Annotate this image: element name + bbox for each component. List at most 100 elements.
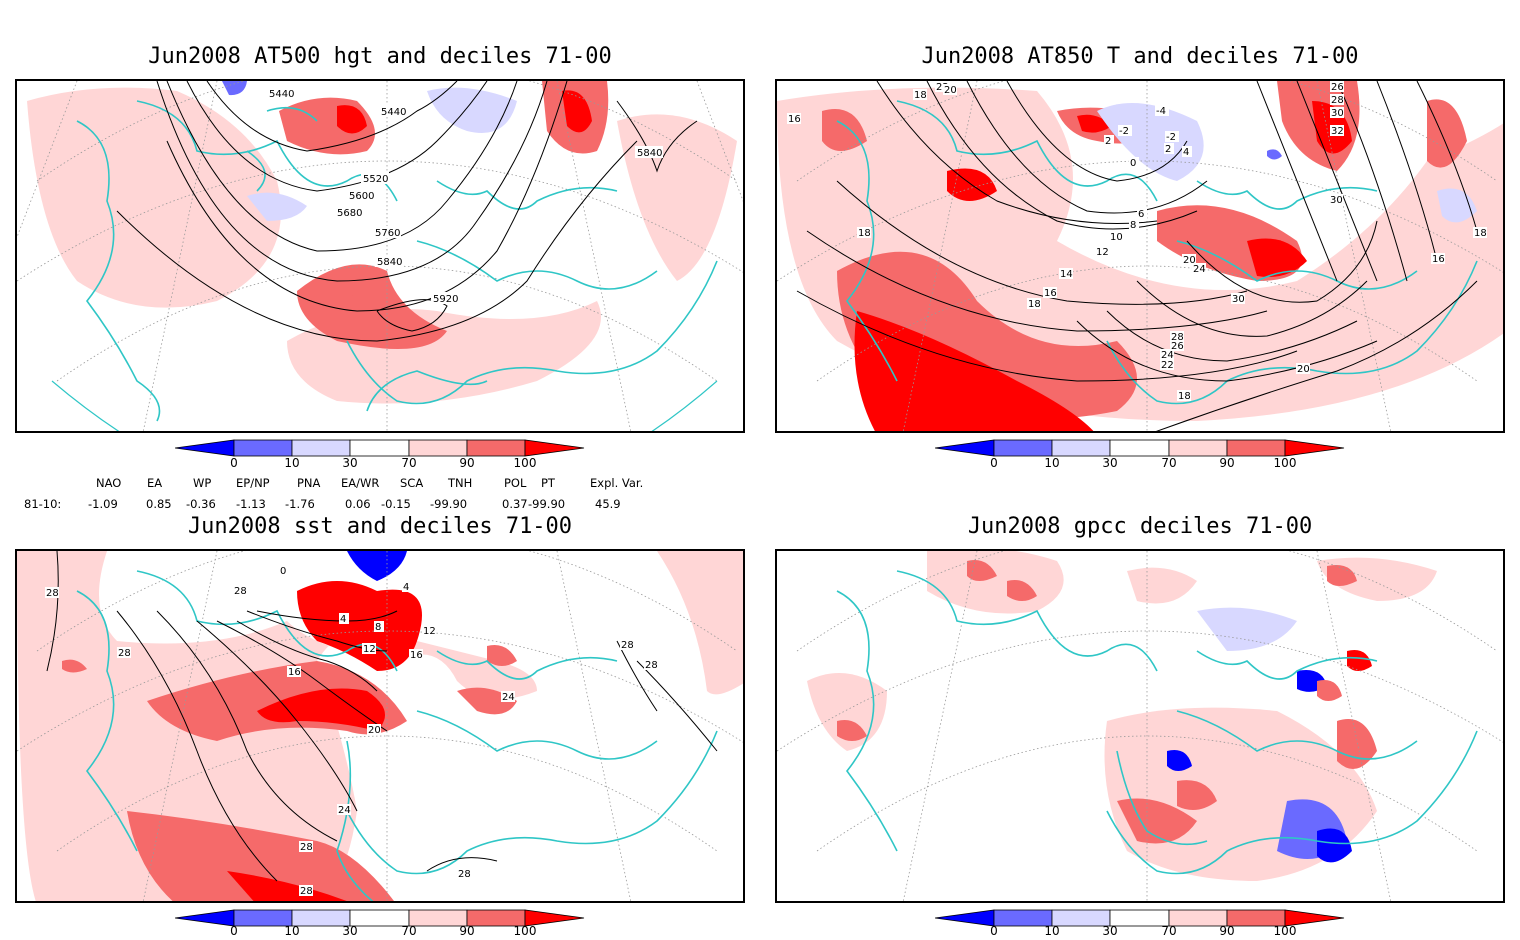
contour-label: 24 — [1193, 264, 1206, 275]
contour-label: 12 — [1096, 247, 1109, 258]
contour-label: -2 — [1119, 126, 1129, 137]
panel-title-gpcc: Jun2008 gpcc deciles 71-00 — [967, 514, 1313, 539]
colorbar-swatches — [174, 439, 585, 457]
contour-label: 28 — [621, 640, 634, 651]
index-row-label: 81-10: — [24, 497, 62, 511]
index-value: -1.09 — [88, 497, 118, 511]
contour-label: 28 — [458, 869, 471, 880]
contour-label: 30 — [1330, 195, 1343, 206]
contour-label: 18 — [1178, 391, 1191, 402]
contour-label: 8 — [375, 622, 381, 633]
index-header: PNA — [297, 476, 321, 490]
anomaly-region — [562, 90, 592, 133]
index-header: SCA — [400, 476, 424, 490]
anomaly-region — [62, 659, 87, 673]
contour-label: 28 — [234, 586, 247, 597]
index-header: NAO — [96, 476, 122, 490]
colorbar-tick: 30 — [342, 924, 358, 938]
contour-label: 28 — [46, 588, 59, 599]
contour-label: 16 — [1044, 288, 1057, 299]
anomaly-region — [1007, 580, 1037, 601]
colorbar-bottom-right: 0 10 30 70 90 100 — [934, 908, 1345, 940]
contour-label: 28 — [300, 842, 313, 853]
colorbar-tick: 90 — [459, 924, 475, 938]
colorbar-tick: 10 — [284, 456, 300, 470]
anomaly-region — [1337, 719, 1377, 769]
contour-label: 4 — [403, 582, 409, 593]
colorbar-tick: 100 — [1273, 456, 1297, 470]
anomaly-region — [317, 294, 377, 322]
contour-label: 22 — [936, 82, 949, 93]
colorbar-tick: 90 — [1219, 456, 1235, 470]
anomaly-region — [1127, 567, 1197, 604]
contour-label: 20 — [368, 725, 381, 736]
colorbar-tick: 70 — [401, 924, 417, 938]
colorbar-tick: 10 — [284, 924, 300, 938]
anomaly-region — [854, 311, 1097, 431]
contour-label: 32 — [1331, 126, 1344, 137]
colorbar-tick: 90 — [459, 456, 475, 470]
contour-label: 20 — [944, 85, 957, 96]
contour-label: 5840 — [637, 148, 662, 159]
colorbar-tick: 70 — [1161, 456, 1177, 470]
contour-label: 28 — [645, 660, 658, 671]
contour-label: 26 — [1331, 82, 1344, 93]
contour-label: 28 — [1171, 332, 1184, 343]
contour-label: 5680 — [337, 208, 362, 219]
contour-label: 28 — [300, 886, 313, 897]
anomaly-region — [27, 87, 281, 308]
contour-label: 5760 — [375, 228, 400, 239]
contour-label: 5600 — [349, 191, 374, 202]
anomaly-region — [1177, 780, 1217, 810]
anomaly-region — [1437, 188, 1477, 223]
contour-label: 5840 — [377, 257, 402, 268]
colorbar-swatches — [934, 439, 1345, 457]
contour-label: 5440 — [381, 107, 406, 118]
contour-label: -2 — [1166, 132, 1176, 143]
index-header: Expl. Var. — [590, 476, 644, 490]
anomaly-region — [1317, 680, 1342, 701]
colorbar-tick: 100 — [513, 924, 537, 938]
panel-title-hgt: Jun2008 AT500 hgt and deciles 71-00 — [148, 44, 612, 69]
map-panel-sst: 28 28 0 4 4 8 12 16 16 20 24 24 28 28 28… — [15, 549, 745, 903]
anomaly-region — [1247, 238, 1307, 277]
contour-label: 20 — [1297, 364, 1310, 375]
anomaly-region — [1317, 828, 1352, 863]
index-value: 0.06 — [345, 497, 371, 511]
contour-label: 28 — [118, 648, 131, 659]
contour-label: 28 — [1331, 95, 1344, 106]
colorbar-tick: 100 — [513, 456, 537, 470]
contour-label: 22 — [1161, 360, 1174, 371]
contour-label: 2 — [1105, 136, 1111, 147]
contour-label: 16 — [1432, 254, 1445, 265]
anomaly-region — [222, 81, 247, 96]
colorbar-swatches — [934, 909, 1345, 927]
colorbar-tick: 0 — [990, 924, 998, 938]
anomaly-region — [967, 560, 997, 581]
colorbar-tick: 100 — [1273, 924, 1297, 938]
map-panel-gpcc — [775, 549, 1505, 903]
index-header: PT — [541, 476, 555, 490]
index-value: -99.90 — [528, 497, 566, 511]
index-header: EA/WR — [341, 476, 380, 490]
contour-labels: 5440 5440 5520 5600 5680 5760 5840 5920 … — [267, 87, 663, 305]
contour-label: 30 — [1331, 108, 1344, 119]
index-value: 45.9 — [595, 497, 621, 511]
contour-label: 5920 — [433, 294, 458, 305]
contour-label: 24 — [502, 692, 515, 703]
contour-label: 18 — [858, 228, 871, 239]
map-panel-hgt: 5440 5440 5520 5600 5680 5760 5840 5920 … — [15, 79, 745, 433]
contour-label: 4 — [340, 614, 346, 625]
contour-label: 18 — [914, 90, 927, 101]
index-value: 0.85 — [146, 497, 172, 511]
contour-label: 5520 — [363, 174, 388, 185]
anomaly-region — [822, 109, 867, 151]
contour-label: 5440 — [269, 89, 294, 100]
anomaly-region — [1117, 798, 1197, 844]
anomaly-region — [837, 720, 867, 741]
contour-label: -4 — [1156, 106, 1166, 117]
anomaly-region — [1197, 607, 1297, 651]
anomaly-region — [297, 581, 422, 671]
colorbar-top-left: 0 10 30 70 90 100 — [174, 438, 585, 472]
anomaly-region — [1167, 750, 1192, 771]
